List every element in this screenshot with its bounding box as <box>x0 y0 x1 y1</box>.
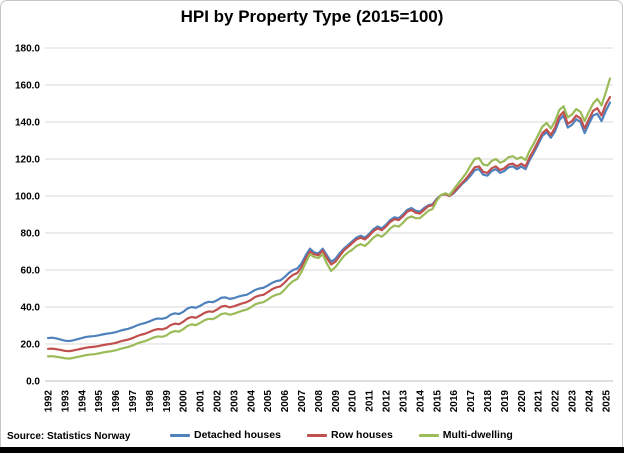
series-line-row-houses <box>46 95 612 353</box>
x-axis-tick-label: 1998 <box>145 390 156 413</box>
y-axis-tick-label: 180.0 <box>15 44 40 55</box>
x-axis-tick-label: 1994 <box>77 390 88 413</box>
x-axis-tick-label: 2001 <box>196 390 207 413</box>
legend-label: Detached houses <box>194 429 281 441</box>
x-axis-tick-label: 2011 <box>365 390 376 412</box>
x-axis-tick-label: 2021 <box>534 390 545 413</box>
x-axis-tick-label: 1996 <box>111 390 122 413</box>
x-axis-tick-label: 2019 <box>500 390 511 413</box>
y-axis-tick-label: 140.0 <box>15 118 40 129</box>
y-axis-tick-label: 40.0 <box>21 303 41 314</box>
legend-item-multi-dwelling: Multi-dwelling <box>418 429 513 441</box>
legend-item-row-houses: Row houses <box>306 429 393 441</box>
legend-label: Multi-dwelling <box>442 429 513 441</box>
bottom-black-bar <box>0 447 624 453</box>
x-axis-tick-label: 1995 <box>94 390 105 413</box>
x-axis-tick-label: 2010 <box>348 390 359 413</box>
series-line-detached-houses <box>46 101 612 343</box>
x-axis-tick-label: 2020 <box>517 390 528 413</box>
legend-line-swatch <box>418 433 439 437</box>
x-axis-tick-label: 2002 <box>213 390 224 413</box>
x-axis-tick-label: 2018 <box>483 390 494 413</box>
x-axis-tick-label: 2008 <box>314 390 325 413</box>
x-axis-tick-label: 2009 <box>331 390 342 413</box>
x-axis-tick-label: 2015 <box>432 390 443 413</box>
x-axis-tick-label: 1999 <box>162 390 173 413</box>
x-axis-tick-label: 2013 <box>398 390 409 413</box>
x-axis-tick-label: 2017 <box>466 390 477 413</box>
x-axis-tick-label: 2004 <box>246 390 257 413</box>
chart-title: HPI by Property Type (2015=100) <box>180 7 444 26</box>
source-note: Source: Statistics Norway <box>7 431 131 442</box>
legend-label: Row houses <box>330 429 393 441</box>
x-axis-tick-label: 2024 <box>584 390 595 413</box>
chart-legend: Detached houses Row houses Multi-dwelling <box>170 429 513 441</box>
x-axis-tick-label: 2014 <box>415 390 426 413</box>
x-axis-tick-label: 2023 <box>567 390 578 413</box>
x-axis-tick-label: 2003 <box>229 390 240 413</box>
y-axis-tick-label: 20.0 <box>21 340 41 351</box>
x-axis-tick-label: 2000 <box>179 390 190 413</box>
x-axis-tick-label: 2012 <box>382 390 393 413</box>
x-axis-tick-label: 2025 <box>601 390 612 413</box>
y-axis-tick-label: 120.0 <box>15 155 40 166</box>
y-axis-tick-label: 160.0 <box>15 81 40 92</box>
legend-line-swatch <box>306 433 327 437</box>
legend-line-swatch <box>170 433 190 437</box>
legend-item-detached-houses: Detached houses <box>170 429 281 441</box>
y-axis-tick-label: 80.0 <box>21 229 41 240</box>
x-axis-tick-label: 1993 <box>60 390 71 413</box>
series-line-multi-dwelling <box>46 77 612 360</box>
x-axis-tick-label: 2006 <box>280 390 291 413</box>
y-axis-tick-label: 60.0 <box>21 266 41 277</box>
x-axis-tick-label: 2007 <box>297 390 308 413</box>
y-axis-tick-label: 0.0 <box>26 377 40 388</box>
x-axis-tick-label: 1997 <box>128 390 139 413</box>
y-axis-tick-label: 100.0 <box>15 192 40 203</box>
x-axis-tick-label: 2022 <box>551 390 562 413</box>
x-axis-tick-label: 2016 <box>449 390 460 413</box>
x-axis-tick-label: 1992 <box>44 390 55 413</box>
x-axis-tick-label: 2005 <box>263 390 274 413</box>
